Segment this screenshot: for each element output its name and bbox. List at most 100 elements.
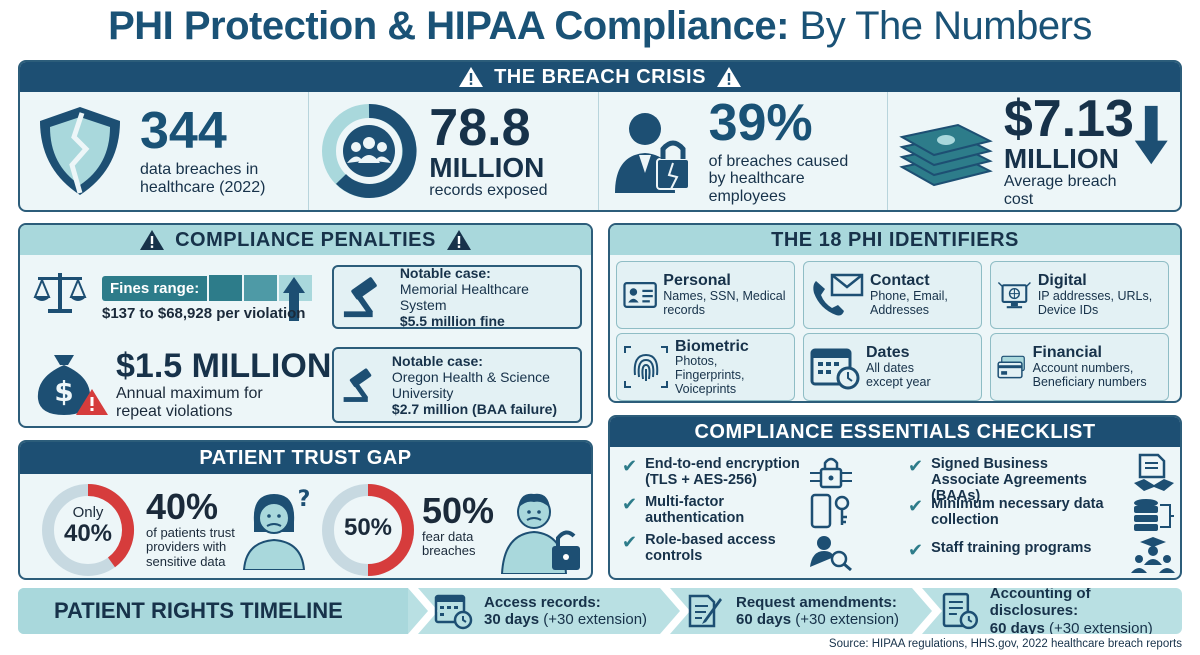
- stat-unit: MILLION: [1003, 143, 1119, 175]
- fines-label: Fines range:: [102, 275, 208, 301]
- warning-icon: [459, 67, 484, 87]
- trust-value: 40%: [146, 486, 219, 527]
- phone-mail-icon: [813, 273, 864, 316]
- calendar-clock-icon: [434, 594, 473, 630]
- stat-records: 78.8 MILLION records exposed: [309, 92, 599, 210]
- max-penalty-label: Annual maximum for repeat violations: [116, 385, 263, 420]
- chevron-right-icon: [660, 588, 690, 634]
- identifier-contact: Contact Phone, Email, Addresses: [803, 261, 982, 329]
- sad-patient-lock-icon: [500, 493, 580, 574]
- patient-rights-timeline: PATIENT RIGHTS TIMELINE Access records: 3…: [18, 588, 1182, 634]
- checkmark-icon: ✔: [908, 540, 924, 560]
- timeline-step: Accounting of disclosures: 60 days (+30 e…: [940, 588, 1182, 634]
- document-edit-icon: [688, 594, 722, 628]
- document-handshake-icon: [1134, 453, 1174, 491]
- trust-header: PATIENT TRUST GAP: [20, 442, 591, 474]
- patient-trust-panel: PATIENT TRUST GAP Only 40% 40% of patien…: [18, 440, 593, 580]
- stat-employees: 39% of breaches caused by healthcare emp…: [599, 92, 888, 210]
- arrow-up-icon: [283, 277, 305, 321]
- checklist-item: ✔ Staff training programs: [908, 540, 1092, 560]
- breach-crisis-header: THE BREACH CRISIS: [20, 62, 1180, 92]
- worried-patient-icon: ?: [242, 487, 311, 570]
- source-note: Source: HIPAA regulations, HHS.gov, 2022…: [828, 638, 1182, 650]
- svg-text:$: $: [54, 375, 73, 408]
- stat-label: Average breach cost: [1003, 173, 1117, 208]
- chevron-right-icon: [408, 588, 438, 634]
- scales-icon: [33, 273, 87, 313]
- money-bag-alert-icon: $: [37, 355, 108, 415]
- stat-unit: MILLION: [429, 152, 545, 184]
- breach-crisis-panel: THE BREACH CRISIS 344 data breaches in h…: [18, 60, 1182, 212]
- people-ring-icon: [322, 103, 417, 198]
- warning-icon: [140, 230, 165, 250]
- identifier-dates: Dates All dates except year: [803, 333, 982, 401]
- checklist-item: ✔ Role-based access controls: [622, 532, 776, 564]
- identifiers-header: THE 18 PHI IDENTIFIERS: [610, 225, 1180, 255]
- notable-case-card: Notable case: Oregon Health & Science Un…: [332, 347, 582, 423]
- page-title: PHI Protection & HIPAA Compliance: By Th…: [108, 4, 1092, 48]
- phi-identifiers-panel: THE 18 PHI IDENTIFIERS Personal Names, SS…: [608, 223, 1182, 403]
- trust-value: 50%: [422, 490, 495, 531]
- checkmark-icon: ✔: [908, 456, 924, 476]
- stat-label: data breaches in healthcare (2022): [140, 161, 266, 196]
- checklist-header: COMPLIANCE ESSENTIALS CHECKLIST: [610, 417, 1180, 447]
- compliance-penalties-panel: COMPLIANCE PENALTIES Fines range: $137 t…: [18, 223, 593, 428]
- database-icon: [1134, 499, 1174, 531]
- ring-value: 40%: [63, 520, 113, 547]
- compliance-checklist-panel: COMPLIANCE ESSENTIALS CHECKLIST ✔ End-to-…: [608, 415, 1182, 580]
- checkmark-icon: ✔: [622, 494, 638, 514]
- computer-icon: [997, 281, 1031, 309]
- timeline-step: Request amendments: 60 days (+30 extensio…: [686, 588, 899, 634]
- identifier-financial: Financial Account numbers, Beneficiary nu…: [990, 333, 1169, 401]
- trust-ring-fill: [367, 484, 414, 576]
- ring-top-label: Only: [72, 504, 104, 521]
- circuit-lock-icon: [810, 457, 852, 489]
- fines-range-bar: Fines range:: [102, 275, 313, 301]
- timeline-step: Access records: 30 days (+30 extension): [434, 588, 647, 634]
- fingerprint-icon: [624, 346, 668, 388]
- arrow-down-icon: [1135, 105, 1169, 165]
- checklist-item: ✔ Minimum necessary data collection: [908, 496, 1104, 528]
- chevron-right-icon: [912, 588, 942, 634]
- ring-value: 50%: [343, 514, 393, 541]
- identifier-biometric: Biometric Photos, Fingerprints, Voiceprin…: [616, 333, 795, 401]
- id-card-icon: [623, 281, 657, 309]
- identifier-personal: Personal Names, SSN, Medical records: [616, 261, 795, 329]
- user-search-icon: [810, 536, 852, 571]
- warning-icon: [446, 230, 471, 250]
- ledger-clock-icon: [942, 592, 979, 630]
- gavel-icon: [343, 368, 372, 402]
- gavel-icon: [343, 277, 377, 318]
- stat-value: $7.13: [1003, 90, 1134, 149]
- stat-label: of breaches caused by healthcare employe…: [708, 152, 849, 205]
- max-penalty-value: $1.5 MILLION: [116, 347, 332, 385]
- trust-ring: [42, 484, 134, 576]
- fines-segment: [244, 275, 278, 301]
- stat-value: 39%: [708, 93, 813, 152]
- credit-card-icon: [997, 355, 1025, 379]
- broken-shield-icon: [40, 107, 120, 195]
- calendar-icon: [810, 348, 860, 390]
- fines-range-text: $137 to $68,928 per violation: [102, 305, 306, 322]
- stat-value: 78.8: [429, 99, 531, 158]
- stat-value: 344: [140, 102, 227, 161]
- timeline-title: PATIENT RIGHTS TIMELINE: [18, 588, 408, 634]
- checklist-item: ✔ Multi-factor authentication: [622, 494, 745, 526]
- checkmark-icon: ✔: [622, 456, 638, 476]
- svg-text:?: ?: [298, 487, 311, 512]
- phone-key-icon: [810, 493, 850, 529]
- trust-ring-fill: [87, 484, 134, 568]
- fines-segment: [209, 275, 243, 301]
- identifier-digital: Digital IP addresses, URLs, Device IDs: [990, 261, 1169, 329]
- stat-breaches: 344 data breaches in healthcare (2022): [20, 92, 310, 210]
- money-stack-icon: [899, 123, 993, 187]
- employee-lock-icon: [614, 113, 690, 193]
- checkmark-icon: ✔: [908, 496, 924, 516]
- trust-label: of patients trust providers with sensiti…: [146, 525, 235, 569]
- warning-icon: [716, 67, 741, 87]
- trust-ring: [322, 484, 414, 576]
- trust-label: fear data breaches: [422, 529, 476, 559]
- checkmark-icon: ✔: [622, 532, 638, 552]
- stat-label: records exposed: [429, 182, 548, 200]
- penalties-header: COMPLIANCE PENALTIES: [20, 225, 591, 255]
